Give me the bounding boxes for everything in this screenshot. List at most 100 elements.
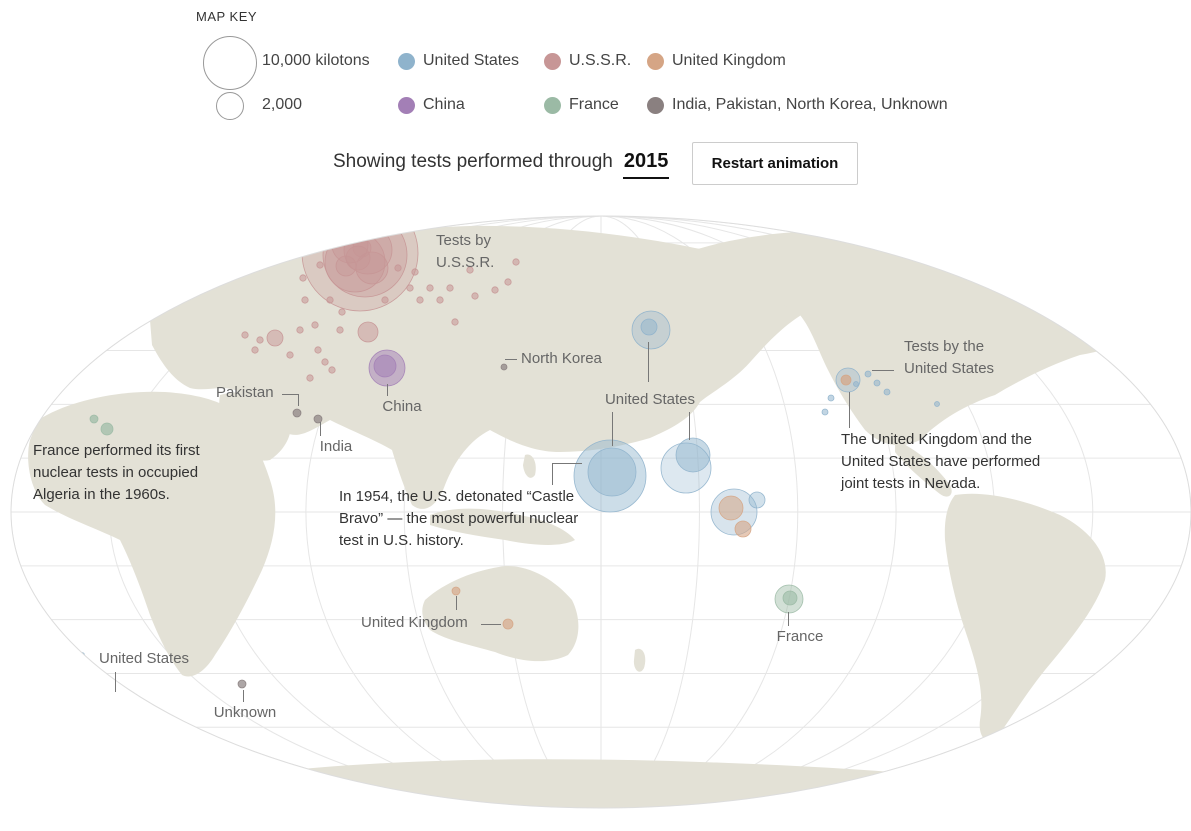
legend-label: France [569,96,619,113]
us-test-circle [934,401,940,407]
india-test-circle [313,414,323,424]
leader-us-pacific-east [689,412,690,440]
ussr-test-circle [306,374,314,382]
legend-item-china: China [398,96,465,114]
ussr-test-circle [504,278,512,286]
ussr-test-circle [446,284,454,292]
land-new-zealand [633,648,646,672]
leader-us-pacific-north [648,342,649,382]
ussr-test-circle [299,274,307,282]
leader-india [320,422,321,436]
ussr-test-circle [328,366,336,374]
ussr-test-circle [251,346,259,354]
ussr-test-circle [266,329,284,347]
ussr-test-circle [406,284,414,292]
ussr-test-circle [314,346,322,354]
us-test-circle [119,693,127,701]
land-south-america [944,493,1106,742]
legend-dot-others [647,96,664,114]
legend-dot-china [398,96,415,114]
legend-label: United Kingdom [672,52,786,69]
ussr-test-circle [491,286,499,294]
legend-label: United States [423,52,520,69]
us-test-circle [573,439,647,513]
us-test-circle [853,381,859,387]
us-test-circle [827,394,835,402]
uk-test-circle [502,618,514,630]
ussr-test-circle [241,331,249,339]
us-test-circle [675,437,711,473]
ussr-test-circle [466,266,474,274]
legend-item-others: India, Pakistan, North Korea, Unknown [647,96,948,114]
ussr-test-circle [296,326,304,334]
legend-item-united-states: United States [398,52,519,70]
uk-test-circle [718,495,744,521]
land-greenland [986,235,1053,288]
leader-castle-bravo-v [552,463,553,485]
land-british-isles [190,295,206,315]
leader-china [387,384,388,396]
leader-uk-australia-h [481,624,501,625]
annotation-uk-us-nevada: The United Kingdom and the United States… [841,431,1041,492]
key-size-large-label: 10,000 kilotons [262,52,370,69]
legend-item-united-kingdom: United Kingdom [647,52,786,70]
label-france-pacific: France [776,628,824,645]
ussr-test-circle [335,255,357,277]
label-us-pacific: United States [604,391,696,408]
leader-us-nevada [872,370,894,371]
us-test-circle [821,408,829,416]
leader-castle-bravo-h [552,463,582,464]
legend-dot-france [544,96,561,114]
leader-pakistan-v [298,394,299,406]
france-test-circle [89,414,99,424]
land-central-america [895,440,952,497]
legend-dot-united-states [398,52,415,70]
status-prefix: Showing tests performed through [333,151,613,172]
china-test-circle [373,354,397,378]
legend-item-france: France [544,96,619,114]
land-japan [554,342,575,383]
annotation-castle-bravo: In 1954, the U.S. detonated “Castle Brav… [339,488,579,549]
label-pakistan: Pakistan [216,384,274,401]
land-australia [422,565,579,662]
label-tests-by-us: Tests by the United States [904,338,995,377]
pakistan-test-circle [292,408,302,418]
label-india: India [319,438,353,455]
ussr-test-circle [411,268,419,276]
legend-label: China [423,96,465,113]
ussr-test-circle [381,296,389,304]
ussr-test-circle [345,245,371,271]
leader-us-south-atlantic [115,672,116,692]
leader-france-pacific [788,612,789,626]
ussr-test-circle [336,326,344,334]
leader-uk-us-nevada [849,392,850,428]
ussr-test-circle [357,321,379,343]
ussr-test-circle [471,292,479,300]
ussr-test-circle [394,264,402,272]
label-china: China [382,398,422,415]
land-africa [28,391,276,677]
france-test-circle [782,590,798,606]
restart-animation-button[interactable]: Restart animation [692,142,858,185]
label-us-south-atlantic: United States [99,650,190,667]
globe-outline [10,215,1191,809]
label-uk-australia: United Kingdom [361,614,468,631]
legend-dot-ussr [544,52,561,70]
legend-label: U.S.S.R. [569,52,632,69]
land-indonesia [430,508,575,545]
legend-dot-united-kingdom [647,52,664,70]
ussr-test-circle [311,321,319,329]
unknown-test-circle [237,679,247,689]
ussr-test-circle [256,336,264,344]
legend-label: India, Pakistan, North Korea, Unknown [672,96,948,113]
leader-unknown [243,690,244,702]
leader-pakistan-h [282,394,298,395]
ussr-test-circle [338,308,346,316]
key-size-small-label: 2,000 [262,96,303,113]
us-test-circle [587,447,637,497]
ussr-test-circle [512,258,520,266]
ussr-test-circle [416,296,424,304]
key-circle-large [203,36,257,90]
ussr-test-circle [426,284,434,292]
